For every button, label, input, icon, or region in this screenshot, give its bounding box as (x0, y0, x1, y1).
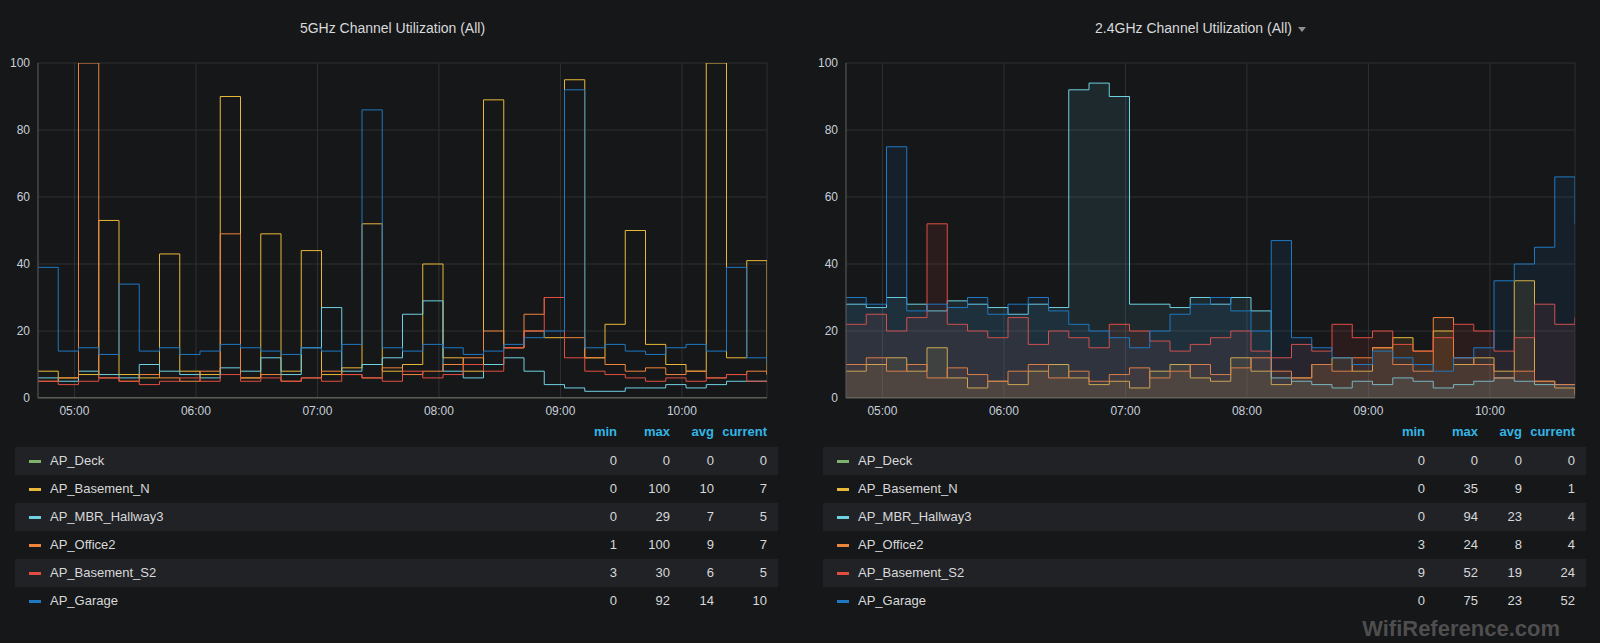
html-text:AP_Basement_N: AP_Basement_N (50, 481, 150, 496)
html-text:AP_Basement_S2: AP_Basement_S2 (858, 565, 965, 580)
html-text:0: 0 (706, 453, 714, 468)
svg-text:09:00: 09:00 (545, 404, 575, 418)
svg-text:09:00: 09:00 (1353, 404, 1383, 418)
html-text:75: 75 (1463, 593, 1478, 608)
html-text:current: current (1530, 424, 1575, 439)
html-text:7: 7 (759, 481, 767, 496)
html-text:AP_Deck: AP_Deck (858, 453, 913, 468)
html-text:6: 6 (706, 565, 714, 580)
html-text:1: 1 (1567, 481, 1575, 496)
html-text:4: 4 (1567, 509, 1575, 524)
html-text:0: 0 (1417, 481, 1425, 496)
html-text:AP_MBR_Hallway3: AP_MBR_Hallway3 (858, 509, 972, 524)
html-text:0: 0 (609, 593, 617, 608)
html-text:2.4GHz Channel Utilization (Al: 2.4GHz Channel Utilization (All) (1095, 20, 1292, 36)
html-text:0: 0 (609, 509, 617, 524)
html-text:min: min (1401, 424, 1425, 439)
html-text:100: 100 (648, 481, 670, 496)
html-text:8: 8 (1514, 537, 1522, 552)
svg-text:60: 60 (825, 190, 839, 204)
html-text:3: 3 (609, 565, 617, 580)
svg-text:0: 0 (831, 391, 838, 405)
html-text:23: 23 (1507, 593, 1522, 608)
html-text:7: 7 (706, 509, 714, 524)
html-text:9: 9 (1514, 481, 1522, 496)
html-text:35: 35 (1463, 481, 1478, 496)
html-text:AP_Basement_N: AP_Basement_N (858, 481, 958, 496)
svg-text:40: 40 (825, 257, 839, 271)
html-text:avg: avg (1499, 424, 1522, 439)
svg-text:0: 0 (23, 391, 30, 405)
svg-text:08:00: 08:00 (1232, 404, 1262, 418)
html-text:WifiReference.com: WifiReference.com (1362, 616, 1560, 641)
html-text:94: 94 (1463, 509, 1478, 524)
html-text:1: 1 (609, 537, 617, 552)
svg-text:07:00: 07:00 (1110, 404, 1140, 418)
html-text:0: 0 (1417, 453, 1425, 468)
svg-text:05:00: 05:00 (867, 404, 897, 418)
svg-text:06:00: 06:00 (989, 404, 1019, 418)
svg-text:100: 100 (10, 56, 30, 70)
html-text:AP_Deck: AP_Deck (50, 453, 105, 468)
html-text:0: 0 (609, 453, 617, 468)
html-text:0: 0 (609, 481, 617, 496)
html-text:7: 7 (759, 537, 767, 552)
html-text:0: 0 (759, 453, 767, 468)
html-text:9: 9 (1417, 565, 1425, 580)
html-text:5: 5 (759, 509, 767, 524)
html-text:AP_MBR_Hallway3: AP_MBR_Hallway3 (50, 509, 164, 524)
html-text:10: 10 (699, 481, 714, 496)
html-text:current: current (722, 424, 767, 439)
html-text:29: 29 (655, 509, 670, 524)
html-text:24: 24 (1560, 565, 1575, 580)
html-text:0: 0 (662, 453, 670, 468)
svg-text:80: 80 (17, 123, 31, 137)
html-text:30: 30 (655, 565, 670, 580)
html-text:avg: avg (691, 424, 714, 439)
html-text:max: max (1452, 424, 1478, 439)
html-text:0: 0 (1417, 509, 1425, 524)
svg-text:40: 40 (17, 257, 31, 271)
svg-text:10:00: 10:00 (1475, 404, 1505, 418)
svg-text:07:00: 07:00 (302, 404, 332, 418)
html-text:24: 24 (1463, 537, 1478, 552)
html-text:4: 4 (1567, 537, 1575, 552)
svg-text:100: 100 (818, 56, 838, 70)
html-text:10: 10 (752, 593, 767, 608)
html-text:AP_Office2: AP_Office2 (858, 537, 924, 552)
html-text:19: 19 (1507, 565, 1522, 580)
html-text:52: 52 (1463, 565, 1478, 580)
html-text:100: 100 (648, 537, 670, 552)
html-text:23: 23 (1507, 509, 1522, 524)
html-text:52: 52 (1560, 593, 1575, 608)
svg-text:06:00: 06:00 (181, 404, 211, 418)
html-text:3: 3 (1417, 537, 1425, 552)
html-text:AP_Office2: AP_Office2 (50, 537, 116, 552)
svg-text:20: 20 (825, 324, 839, 338)
html-text:AP_Basement_S2: AP_Basement_S2 (50, 565, 157, 580)
svg-text:08:00: 08:00 (424, 404, 454, 418)
svg-text:80: 80 (825, 123, 839, 137)
html-text:0: 0 (1417, 593, 1425, 608)
html-text:0: 0 (1514, 453, 1522, 468)
html-text:9: 9 (706, 537, 714, 552)
svg-text:60: 60 (17, 190, 31, 204)
svg-text:05:00: 05:00 (59, 404, 89, 418)
html-text:0: 0 (1567, 453, 1575, 468)
html-text:92: 92 (655, 593, 670, 608)
html-text:14: 14 (699, 593, 714, 608)
html-text:0: 0 (1470, 453, 1478, 468)
svg-text:10:00: 10:00 (667, 404, 697, 418)
html-text:min: min (593, 424, 617, 439)
html-text:5: 5 (759, 565, 767, 580)
svg-text:20: 20 (17, 324, 31, 338)
html-text:AP_Garage: AP_Garage (50, 593, 118, 608)
html-text:5GHz Channel Utilization (All): 5GHz Channel Utilization (All) (299, 20, 486, 36)
html-text:max: max (644, 424, 670, 439)
html-text:AP_Garage: AP_Garage (858, 593, 926, 608)
